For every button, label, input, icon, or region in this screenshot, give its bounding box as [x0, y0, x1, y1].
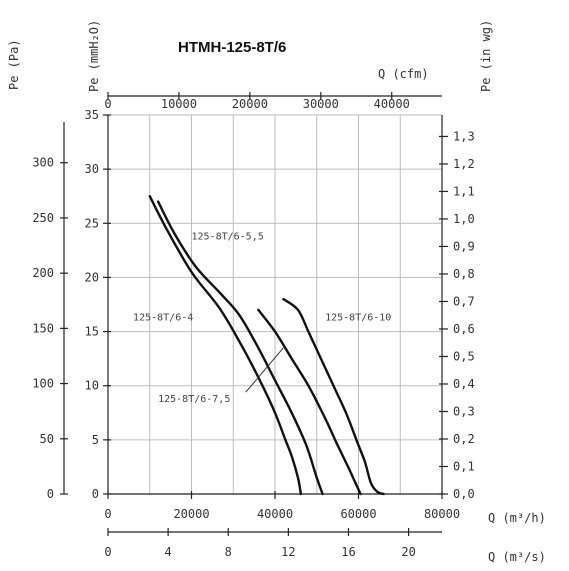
leader-line-7-5	[245, 347, 284, 393]
tick-label-mm: 15	[85, 325, 99, 339]
tick-label-m3s: 20	[401, 545, 415, 559]
tick-label-m3s: 0	[104, 545, 111, 559]
curve-label-3: 125-8T/6-7,5	[158, 394, 230, 405]
tick-label-inwg: 0,0	[453, 487, 475, 501]
tick-label-m3s: 4	[165, 545, 172, 559]
tick-label-m3h: 60000	[340, 507, 376, 521]
tick-label-pa: 50	[40, 432, 54, 446]
tick-label-cfm: 20000	[232, 97, 268, 111]
tick-label-mm: 10	[85, 379, 99, 393]
series-group	[148, 195, 385, 496]
y-axis-label-inwg: Pe (in wg)	[479, 20, 493, 92]
tick-label-pa: 0	[47, 487, 54, 501]
tick-label-m3s: 12	[281, 545, 295, 559]
tick-label-inwg: 0,7	[453, 294, 475, 308]
curve-label-2: 125-8T/6-4	[133, 313, 193, 324]
tick-label-m3s: 16	[341, 545, 355, 559]
tick-label-m3h: 80000	[424, 507, 460, 521]
tick-label-inwg: 0,6	[453, 322, 475, 336]
tick-label-cfm: 10000	[161, 97, 197, 111]
y-axis-label-pa: Pe (Pa)	[7, 39, 21, 90]
grid	[108, 114, 442, 494]
tick-label-mm: 25	[85, 216, 99, 230]
tick-label-inwg: 0,2	[453, 432, 475, 446]
curve-label-1: 125-8T/6-5,5	[192, 232, 264, 243]
curve-labels: 125-8T/6-5,5 125-8T/6-4 125-8T/6-7,5 125-8T…	[133, 232, 391, 405]
tick-label-mm: 5	[92, 433, 99, 447]
tick-label-cfm: 30000	[303, 97, 339, 111]
tick-label-inwg: 0,3	[453, 404, 475, 418]
tick-label-mm: 30	[85, 162, 99, 176]
tick-label-pa: 100	[32, 377, 54, 391]
y-axis-label-mm: Pe (mmH₂O)	[87, 20, 101, 92]
tick-label-inwg: 0,9	[453, 239, 475, 253]
x-axis-label-m3s: Q (m³/s)	[488, 550, 546, 564]
series-curve-1	[148, 195, 303, 496]
tick-label-pa: 300	[32, 156, 54, 170]
chart-title: HTMH-125-8T/6	[178, 39, 286, 56]
tick-label-pa: 250	[32, 211, 54, 225]
tick-label-mm: 20	[85, 270, 99, 284]
tick-label-inwg: 1,3	[453, 129, 475, 143]
tick-label-m3h: 20000	[173, 507, 209, 521]
x-axis-label-m3h: Q (m³/h)	[488, 511, 546, 525]
tick-labels: 051015202530350501001502002503000,00,10,…	[32, 97, 474, 559]
series-curve-4	[282, 297, 385, 496]
tick-label-inwg: 1,2	[453, 157, 475, 171]
tick-label-inwg: 0,4	[453, 377, 475, 391]
tick-label-m3h: 40000	[257, 507, 293, 521]
tick-label-cfm: 40000	[374, 97, 410, 111]
curve-label-4: 125-8T/6-10	[325, 313, 391, 324]
series-curve-2	[156, 200, 324, 496]
series-curve-3	[257, 308, 362, 496]
tick-label-mm: 35	[85, 108, 99, 122]
tick-label-m3h: 0	[104, 507, 111, 521]
tick-label-inwg: 0,1	[453, 459, 475, 473]
tick-label-inwg: 0,8	[453, 267, 475, 281]
tick-label-inwg: 1,0	[453, 212, 475, 226]
x-axis-label-cfm: Q (cfm)	[378, 67, 429, 81]
tick-label-inwg: 1,1	[453, 184, 475, 198]
tick-label-inwg: 0,5	[453, 349, 475, 363]
tick-label-mm: 0	[92, 487, 99, 501]
tick-label-pa: 200	[32, 266, 54, 280]
tick-label-cfm: 0	[104, 97, 111, 111]
axes	[60, 92, 448, 536]
tick-label-pa: 150	[32, 321, 54, 335]
tick-label-m3s: 8	[225, 545, 232, 559]
